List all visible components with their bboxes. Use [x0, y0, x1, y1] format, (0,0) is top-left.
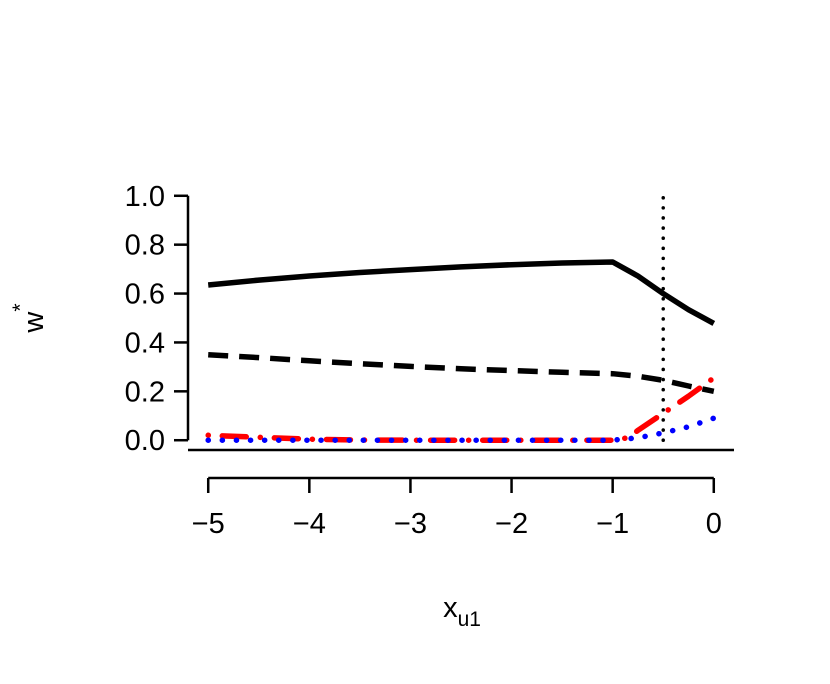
y-tick-label: 0.8 — [125, 230, 165, 262]
x-axis-title-subscript: u1 — [458, 608, 481, 631]
series-line-dashed — [208, 351, 715, 394]
x-tick-label: −3 — [394, 508, 427, 540]
y-axis-title-superscript: * — [9, 303, 32, 311]
x-tick-label: −1 — [596, 508, 629, 540]
y-axis-title-group: w* — [9, 303, 50, 333]
y-tick-label: 0.6 — [125, 279, 165, 311]
y-tick-label: 0.2 — [125, 376, 165, 408]
y-tick-label: 0.0 — [125, 425, 165, 457]
y-axis-title: w* — [9, 303, 50, 333]
series-line-dotted — [205, 415, 717, 443]
y-axis-title-main: w — [18, 311, 50, 334]
axes: −5 −4 −3 −2 −1 0 0.0 0.2 0.4 0.6 0.8 1.0 — [125, 181, 734, 540]
x-tick-label: 0 — [706, 508, 722, 540]
x-axis-title: xu1 — [443, 592, 481, 631]
x-axis-title-main: x — [443, 592, 458, 624]
x-tick-label: −5 — [192, 508, 225, 540]
series-line-solid — [207, 259, 716, 326]
plot-area — [205, 194, 717, 443]
x-tick-label: −2 — [495, 508, 528, 540]
series-line-dotdash — [205, 375, 717, 443]
y-tick-label: 0.4 — [125, 327, 165, 359]
y-tick-label: 1.0 — [125, 181, 165, 213]
x-tick-label: −4 — [293, 508, 326, 540]
